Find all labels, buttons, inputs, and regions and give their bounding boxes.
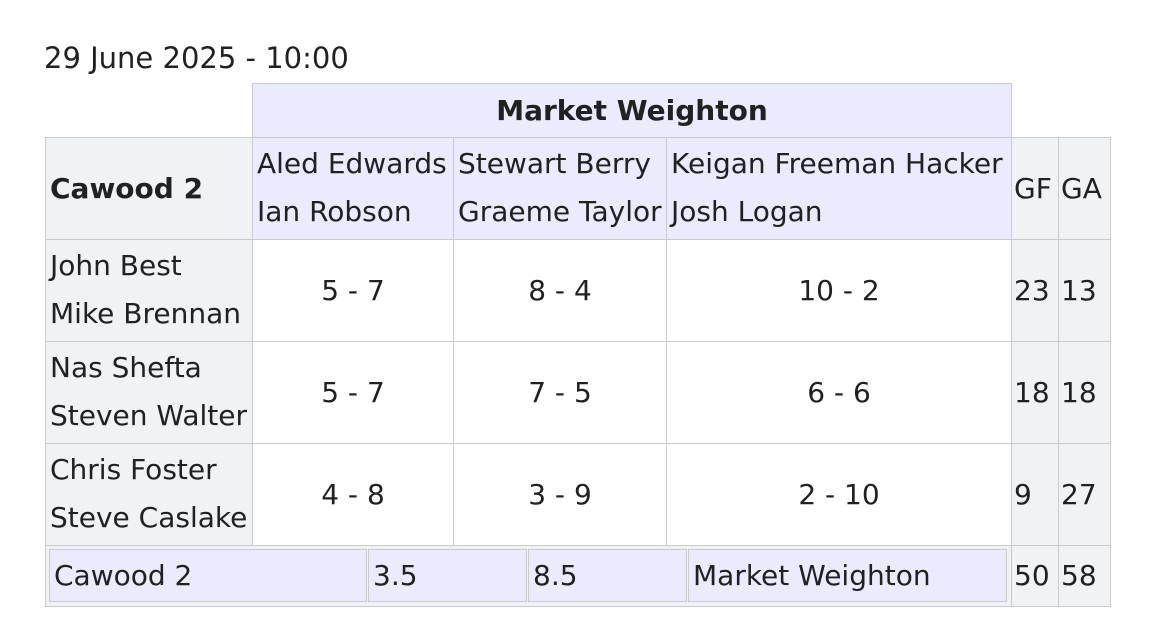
grid-line (252, 83, 1012, 84)
away-player-name: Keigan Freeman Hacker (671, 147, 1003, 180)
grid-line (45, 545, 1111, 546)
grid-line (45, 137, 46, 607)
grid-line (45, 341, 1111, 342)
home-pair-cell: John Best Mike Brennan (46, 240, 252, 341)
grid-line (666, 137, 667, 546)
away-player-name: Stewart Berry (458, 147, 651, 180)
home-player-name: Steven Walter (50, 399, 247, 432)
gf-column-header: GF (1012, 138, 1058, 239)
match-date: 29 June 2025 - 10:00 (44, 41, 349, 75)
score-cell: 5 - 7 (253, 342, 453, 443)
footer-away-points: 8.5 (528, 549, 687, 602)
grid-line (252, 83, 253, 546)
score-cell: 3 - 9 (454, 444, 666, 545)
away-pair-header: Aled Edwards Ian Robson (253, 138, 453, 239)
score-cell: 7 - 5 (454, 342, 666, 443)
gf-cell: 18 (1012, 342, 1058, 443)
home-player-name: Nas Shefta (50, 351, 202, 384)
gf-cell: 9 (1012, 444, 1058, 545)
grid-line (45, 239, 1111, 240)
score-cell: 5 - 7 (253, 240, 453, 341)
grid-line (1058, 137, 1059, 607)
ga-column-header: GA (1059, 138, 1110, 239)
home-player-name: Chris Foster (50, 453, 217, 486)
score-cell: 6 - 6 (667, 342, 1011, 443)
footer-gf-total: 50 (1012, 549, 1058, 603)
home-player-name: Steve Caslake (50, 501, 248, 534)
footer-away-team: Market Weighton (688, 549, 1007, 602)
home-pair-cell: Chris Foster Steve Caslake (46, 444, 252, 545)
home-team-header: Cawood 2 (46, 138, 252, 239)
away-pair-header: Keigan Freeman Hacker Josh Logan (667, 138, 1011, 239)
grid-line (45, 606, 1111, 607)
score-cell: 10 - 2 (667, 240, 1011, 341)
grid-line (1110, 137, 1111, 607)
home-player-name: John Best (50, 249, 182, 282)
away-pair-header: Stewart Berry Graeme Taylor (454, 138, 666, 239)
home-player-name: Mike Brennan (50, 297, 242, 330)
away-player-name: Josh Logan (671, 195, 823, 228)
home-pair-cell: Nas Shefta Steven Walter (46, 342, 252, 443)
score-cell: 2 - 10 (667, 444, 1011, 545)
grid-line (45, 443, 1111, 444)
away-player-name: Graeme Taylor (458, 195, 662, 228)
score-cell: 4 - 8 (253, 444, 453, 545)
score-cell: 8 - 4 (454, 240, 666, 341)
grid-line (1011, 83, 1012, 607)
footer-home-points: 3.5 (368, 549, 527, 602)
ga-cell: 13 (1059, 240, 1110, 341)
footer-home-team: Cawood 2 (49, 549, 367, 602)
away-player-name: Ian Robson (257, 195, 412, 228)
grid-line (453, 137, 454, 546)
footer-ga-total: 58 (1059, 549, 1110, 603)
ga-cell: 18 (1059, 342, 1110, 443)
gf-cell: 23 (1012, 240, 1058, 341)
away-player-name: Aled Edwards (257, 147, 447, 180)
away-team-title: Market Weighton (253, 84, 1011, 137)
ga-cell: 27 (1059, 444, 1110, 545)
grid-line (45, 137, 1111, 138)
